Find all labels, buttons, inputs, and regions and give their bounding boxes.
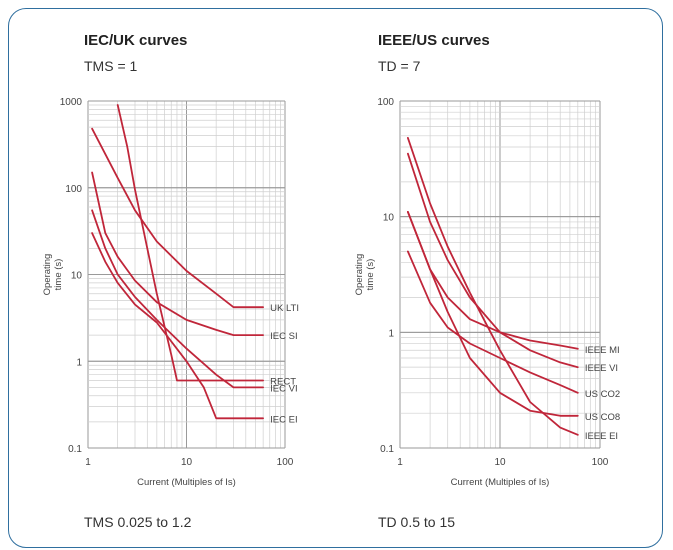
- ieee-y-tick-label: 1: [388, 328, 394, 339]
- chart-title-ieee: IEEE/US curves: [378, 32, 490, 49]
- ieee-x-tick-label: 10: [494, 457, 506, 468]
- iec-series-iec-vi: [91, 209, 264, 389]
- ieee-x-tick-label: 1: [397, 457, 403, 468]
- chart-subtitle-iec: TMS = 1: [84, 58, 138, 74]
- iec-series-iec-ei: [91, 232, 264, 420]
- ieee-y-tick-label: 0.1: [380, 444, 394, 455]
- chart-subtitle-ieee: TD = 7: [378, 58, 421, 74]
- ieee-series-label: US CO8: [585, 412, 620, 423]
- iec-series-label: IEC SI: [270, 331, 297, 342]
- chart-footer-iec: TMS 0.025 to 1.2: [84, 514, 192, 530]
- chart-footer-ieee: TD 0.5 to 15: [378, 514, 456, 530]
- ieee-series-label: IEEE EI: [585, 431, 618, 442]
- ieee-series-ieee-mi: [407, 211, 579, 350]
- iec-x-tick-label: 1: [85, 457, 91, 468]
- ieee-x-axis-label: Current (Multiples of Is): [451, 477, 550, 488]
- iec-series-label: IEC VI: [270, 383, 297, 394]
- iec-series-uk-lti: [91, 127, 264, 309]
- iec-y-tick-label: 10: [71, 271, 83, 282]
- ieee-series-us-co2: [407, 250, 579, 394]
- iec-x-axis-label: Current (Multiples of Is): [137, 477, 236, 488]
- iec-series-rect: [116, 104, 264, 382]
- iec-series-label: RECT: [270, 376, 296, 387]
- iec-x-tick-label: 10: [181, 457, 193, 468]
- iec-series-label: UK LTI: [270, 303, 299, 314]
- chart-title-iec: IEC/UK curves: [84, 32, 188, 49]
- ieee-y-axis-label: Operatingtime (s): [354, 254, 376, 296]
- iec-series-label: IEC EI: [270, 414, 297, 425]
- iec-y-axis-label: Operatingtime (s): [42, 254, 64, 296]
- iec-x-tick-label: 100: [277, 457, 294, 468]
- figure-frame: [8, 8, 663, 548]
- ieee-series-label: IEEE VI: [585, 363, 618, 374]
- ieee-y-tick-label: 100: [377, 97, 394, 108]
- ieee-x-tick-label: 100: [592, 457, 609, 468]
- ieee-y-tick-label: 10: [383, 213, 395, 224]
- iec-series-iec-si: [91, 171, 264, 336]
- ieee-series-label: US CO2: [585, 389, 620, 400]
- ieee-series-ieee-ei: [407, 137, 579, 436]
- iec-y-tick-label: 1: [76, 357, 82, 368]
- iec-y-tick-label: 100: [65, 184, 82, 195]
- ieee-series-ieee-vi: [407, 152, 579, 369]
- ieee-series-label: IEEE MI: [585, 345, 620, 356]
- ieee-series-us-co8: [407, 211, 579, 417]
- iec-y-tick-label: 1000: [60, 97, 83, 108]
- iec-y-tick-label: 0.1: [68, 444, 82, 455]
